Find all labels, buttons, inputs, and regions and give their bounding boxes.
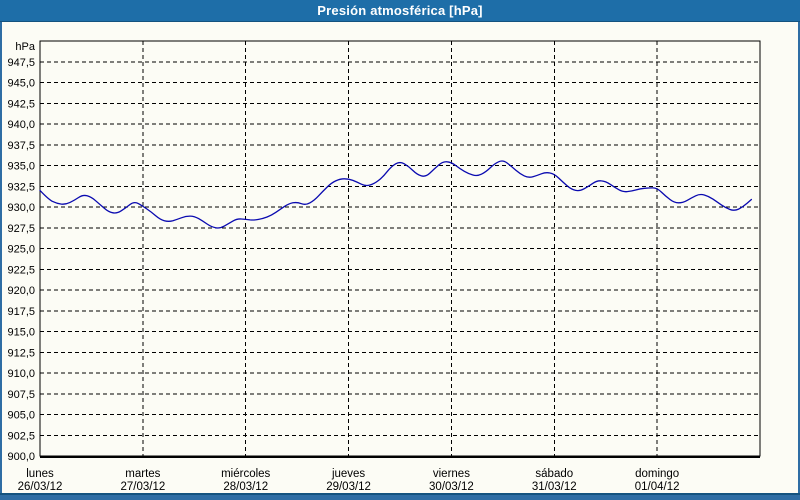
y-tick-label: 900,0 [7,451,35,463]
chart-title-bar: Presión atmosférica [hPa] [0,0,800,22]
x-day-label: viernes [433,468,470,480]
x-date-label: 27/03/12 [120,481,165,493]
y-tick-label: 920,0 [7,285,35,297]
y-tick-label: 917,5 [7,306,35,318]
chart-title: Presión atmosférica [hPa] [317,3,483,18]
y-tick-label: 945,0 [7,78,35,90]
x-day-label: sábado [535,468,573,480]
x-day-label: jueves [331,468,365,480]
y-tick-label: 927,5 [7,223,35,235]
x-day-label: miércoles [221,468,270,480]
y-axis-unit-label: hPa [15,41,35,53]
y-tick-label: 930,0 [7,202,35,214]
x-date-label: 30/03/12 [429,481,474,493]
y-tick-label: 902,5 [7,430,35,442]
y-tick-label: 922,5 [7,264,35,276]
pressure-line [39,160,753,229]
y-tick-label: 905,0 [7,410,35,422]
y-tick-label: 937,5 [7,140,35,152]
y-tick-label: 947,5 [7,57,35,69]
y-tick-label: 932,5 [7,181,35,193]
y-tick-label: 935,0 [7,161,35,173]
x-day-label: domingo [635,468,679,480]
x-day-label: martes [125,468,160,480]
y-tick-label: 912,5 [7,347,35,359]
x-date-label: 29/03/12 [326,481,371,493]
window-right-border [798,22,800,493]
x-day-label: lunes [26,468,54,480]
window-left-border [0,22,2,493]
y-tick-label: 915,0 [7,327,35,339]
y-tick-label: 940,0 [7,119,35,131]
x-date-label: 31/03/12 [532,481,577,493]
x-date-label: 28/03/12 [223,481,268,493]
y-tick-label: 907,5 [7,389,35,401]
y-tick-label: 910,0 [7,368,35,380]
y-tick-label: 942,5 [7,98,35,110]
y-tick-label: 925,0 [7,244,35,256]
window-bottom-border [0,493,800,500]
x-date-label: 26/03/12 [18,481,63,493]
x-date-label: 01/04/12 [635,481,680,493]
